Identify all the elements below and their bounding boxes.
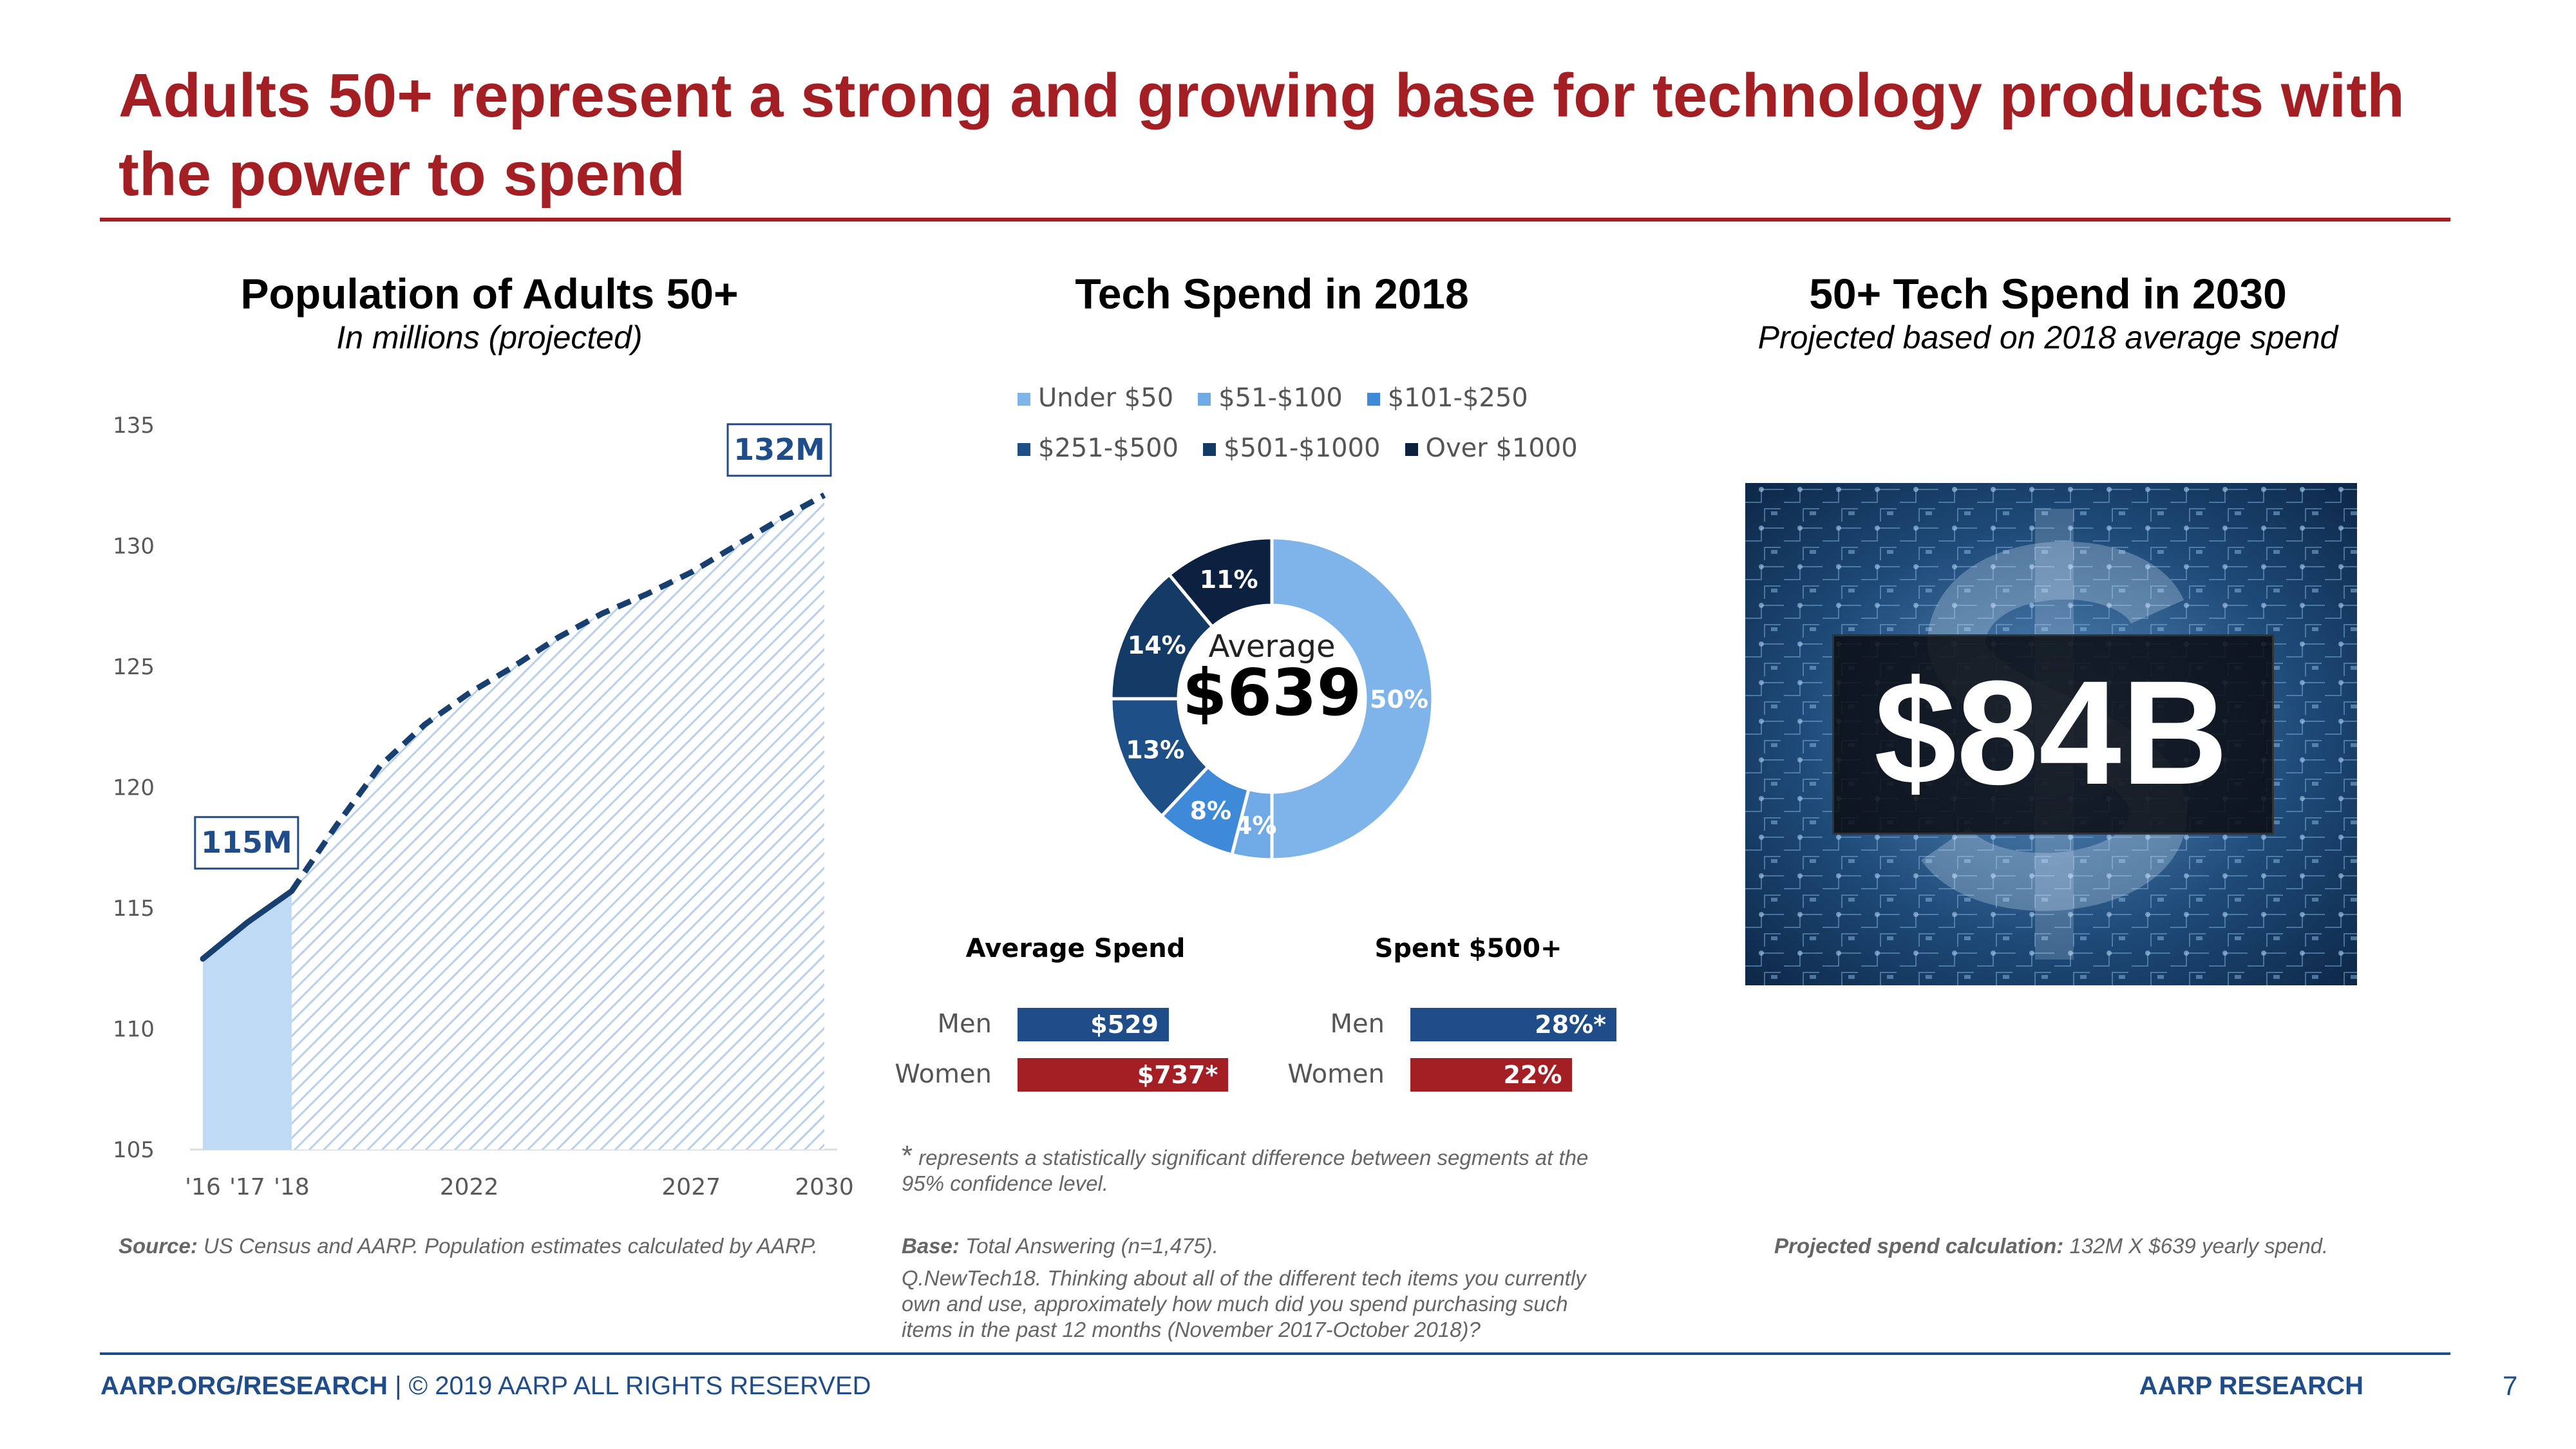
- projection-note: Projected spend calculation: 132M X $639…: [1774, 1233, 2483, 1259]
- y-tick-label: 110: [113, 1017, 155, 1043]
- source-note-label: Source:: [118, 1234, 198, 1258]
- title-divider: [100, 218, 2450, 222]
- big-value-box: [1832, 634, 2274, 835]
- legend-label: $51-$100: [1218, 383, 1343, 413]
- spent-500-women-bar: 22%: [1410, 1058, 1573, 1092]
- legend-row: Under $50 $51-$100 $101-$250: [1018, 383, 1597, 413]
- legend-item: Under $50: [1018, 383, 1173, 413]
- annotation-label: 132M: [734, 432, 825, 467]
- donut-slice-label: 13%: [1126, 735, 1184, 764]
- x-tick-label: '16: [185, 1174, 221, 1200]
- donut-center-label: Average: [1208, 629, 1335, 665]
- legend-swatch: [1405, 443, 1418, 456]
- legend-label: $251-$500: [1038, 433, 1179, 463]
- legend-swatch: [1203, 443, 1217, 456]
- legend-label: Over $1000: [1425, 433, 1578, 463]
- source-note: Source: US Census and AARP. Population e…: [118, 1233, 891, 1259]
- projected-line: [289, 492, 826, 893]
- legend-swatch: [1018, 393, 1030, 406]
- spent-500-title: Spent $500+: [1374, 934, 1562, 963]
- y-tick-label: 135: [113, 413, 155, 439]
- x-tick-label: '17: [229, 1174, 265, 1200]
- annotation-label: 115M: [201, 825, 292, 860]
- x-tick-label: '18: [274, 1174, 310, 1200]
- page-number: 7: [2503, 1370, 2518, 1401]
- average-spend-women-label: Women: [895, 1059, 992, 1089]
- spent-500-men-label: Men: [1330, 1009, 1385, 1039]
- base-note-text: Total Answering (n=1,475).: [959, 1234, 1218, 1258]
- footer-divider: [100, 1352, 2450, 1355]
- donut-slice-label: 8%: [1190, 797, 1232, 825]
- legend-label: $501-$1000: [1224, 433, 1381, 463]
- average-spend-men-label: Men: [937, 1009, 992, 1039]
- donut-slice: [1167, 536, 1274, 629]
- significance-note-text: represents a statistically significant d…: [902, 1146, 1589, 1195]
- legend-swatch: [1198, 393, 1211, 406]
- footer-site-link[interactable]: AARP.ORG/RESEARCH: [100, 1372, 388, 1400]
- base-note-label: Base:: [902, 1234, 960, 1258]
- spend-2030-panel-subtitle: Projected based on 2018 average spend: [1757, 319, 2338, 355]
- footer-copyright: | © 2019 AARP ALL RIGHTS RESERVED: [388, 1372, 871, 1400]
- legend-label: $101-$250: [1387, 383, 1528, 413]
- spend-legend: Under $50 $51-$100 $101-$250 $251-$500 $501-…: [1018, 383, 1597, 484]
- legend-item: $501-$1000: [1203, 433, 1381, 463]
- donut-slice-label: 11%: [1200, 565, 1258, 594]
- footer-left: AARP.ORG/RESEARCH | © 2019 AARP ALL RIGH…: [100, 1372, 871, 1401]
- average-spend-title: Average Spend: [965, 934, 1186, 963]
- legend-item: $51-$100: [1198, 383, 1343, 413]
- projection-note-label: Projected spend calculation:: [1774, 1234, 2064, 1258]
- base-note: Base: Total Answering (n=1,475).: [902, 1233, 1623, 1259]
- population-area-chart: 105 110 115 120 125 130 135 '16 '17 '18 2022 2027 20…: [113, 413, 854, 1200]
- legend-item: Over $1000: [1405, 433, 1578, 463]
- donut-slice: [1270, 536, 1435, 862]
- spent-500-men-bar: 28%*: [1410, 1008, 1616, 1041]
- projected-area: [291, 495, 824, 1150]
- actual-line: [200, 888, 295, 962]
- y-tick-label: 105: [113, 1137, 155, 1163]
- y-tick-label: 125: [113, 654, 155, 680]
- legend-label: Under $50: [1038, 383, 1174, 413]
- legend-item: $251-$500: [1018, 433, 1179, 463]
- spend-donut-chart: 50%4%8%13%14%11% Average $639: [1109, 536, 1435, 862]
- footer-brand: AARP RESEARCH: [2139, 1372, 2363, 1400]
- spend-2030-panel-title: 50+ Tech Spend in 2030: [1809, 270, 2287, 317]
- x-tick-label: 2027: [661, 1174, 721, 1200]
- significance-note: * represents a statistically significant…: [902, 1140, 1623, 1197]
- legend-swatch: [1367, 393, 1380, 406]
- x-tick-label: 2030: [795, 1174, 854, 1200]
- annotation-box: [194, 816, 299, 870]
- donut-slice-label: 50%: [1370, 685, 1428, 714]
- y-tick-label: 120: [113, 775, 155, 801]
- y-tick-label: 130: [113, 534, 155, 560]
- legend-item: $101-$250: [1367, 383, 1528, 413]
- legend-swatch: [1018, 443, 1030, 456]
- donut-slice-label: 14%: [1128, 631, 1186, 659]
- source-note-text: US Census and AARP. Population estimates…: [197, 1234, 818, 1258]
- population-panel-subtitle: In millions (projected): [336, 319, 643, 355]
- average-spend-women-bar: $737*: [1018, 1058, 1229, 1092]
- annotation-box: [726, 423, 832, 477]
- spend-2018-panel-title: Tech Spend in 2018: [1075, 270, 1469, 317]
- circuit-board-dollar-sign-image: $84B: [1745, 483, 2357, 985]
- actual-area: [203, 891, 292, 1150]
- donut-center-value: $639: [1182, 655, 1361, 730]
- population-panel-title: Population of Adults 50+: [240, 270, 739, 317]
- slide-title: Adults 50+ represent a strong and growin…: [118, 61, 2405, 209]
- y-tick-label: 115: [113, 896, 155, 922]
- legend-row: $251-$500 $501-$1000 Over $1000: [1018, 433, 1597, 463]
- question-note: Q.NewTech18. Thinking about all of the d…: [902, 1266, 1586, 1341]
- projected-spend-value: $84B: [1874, 650, 2228, 815]
- x-tick-label: 2022: [440, 1174, 499, 1200]
- asterisk: *: [902, 1140, 913, 1171]
- projection-note-text: 132M X $639 yearly spend.: [2063, 1234, 2329, 1258]
- spent-500-women-label: Women: [1287, 1059, 1385, 1089]
- average-spend-men-bar: $529: [1018, 1008, 1169, 1041]
